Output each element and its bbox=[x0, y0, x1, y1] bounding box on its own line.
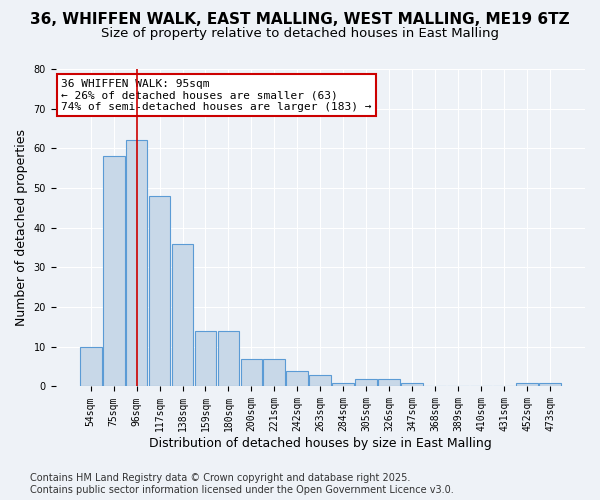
Bar bbox=[332, 382, 354, 386]
Bar bbox=[263, 358, 285, 386]
Bar bbox=[194, 331, 217, 386]
Text: Contains HM Land Registry data © Crown copyright and database right 2025.
Contai: Contains HM Land Registry data © Crown c… bbox=[30, 474, 454, 495]
Bar bbox=[310, 374, 331, 386]
Bar bbox=[379, 378, 400, 386]
Text: 36 WHIFFEN WALK: 95sqm
← 26% of detached houses are smaller (63)
74% of semi-det: 36 WHIFFEN WALK: 95sqm ← 26% of detached… bbox=[61, 78, 371, 112]
Bar bbox=[149, 196, 170, 386]
Bar bbox=[241, 358, 262, 386]
Y-axis label: Number of detached properties: Number of detached properties bbox=[15, 129, 28, 326]
Bar bbox=[125, 140, 148, 386]
Bar bbox=[401, 382, 423, 386]
Text: Size of property relative to detached houses in East Malling: Size of property relative to detached ho… bbox=[101, 28, 499, 40]
Bar bbox=[516, 382, 538, 386]
Bar bbox=[80, 347, 101, 387]
Bar bbox=[172, 244, 193, 386]
Bar bbox=[218, 331, 239, 386]
X-axis label: Distribution of detached houses by size in East Malling: Distribution of detached houses by size … bbox=[149, 437, 492, 450]
Bar bbox=[103, 156, 125, 386]
Bar bbox=[355, 378, 377, 386]
Text: 36, WHIFFEN WALK, EAST MALLING, WEST MALLING, ME19 6TZ: 36, WHIFFEN WALK, EAST MALLING, WEST MAL… bbox=[30, 12, 570, 28]
Bar bbox=[539, 382, 561, 386]
Bar bbox=[286, 370, 308, 386]
